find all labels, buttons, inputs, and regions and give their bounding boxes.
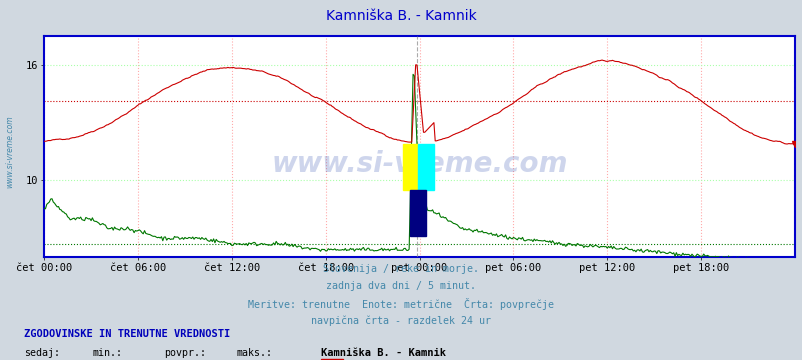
Bar [402,144,418,190]
Bar [418,144,433,190]
Text: Meritve: trenutne  Enote: metrične  Črta: povprečje: Meritve: trenutne Enote: metrične Črta: … [248,298,554,310]
Text: Slovenija / reke in morje.: Slovenija / reke in morje. [323,264,479,274]
Text: ZGODOVINSKE IN TRENUTNE VREDNOSTI: ZGODOVINSKE IN TRENUTNE VREDNOSTI [24,329,230,339]
Text: sedaj:: sedaj: [24,348,60,358]
Text: zadnja dva dni / 5 minut.: zadnja dva dni / 5 minut. [326,281,476,291]
Text: www.si-vreme.com: www.si-vreme.com [271,150,567,179]
Text: Kamniška B. - Kamnik: Kamniška B. - Kamnik [326,9,476,23]
Text: min.:: min.: [92,348,122,358]
Text: Kamniška B. - Kamnik: Kamniška B. - Kamnik [321,348,446,358]
Bar [410,190,426,236]
Text: www.si-vreme.com: www.si-vreme.com [5,115,14,188]
Text: maks.:: maks.: [237,348,273,358]
Text: navpična črta - razdelek 24 ur: navpična črta - razdelek 24 ur [311,315,491,326]
Text: povpr.:: povpr.: [164,348,206,358]
